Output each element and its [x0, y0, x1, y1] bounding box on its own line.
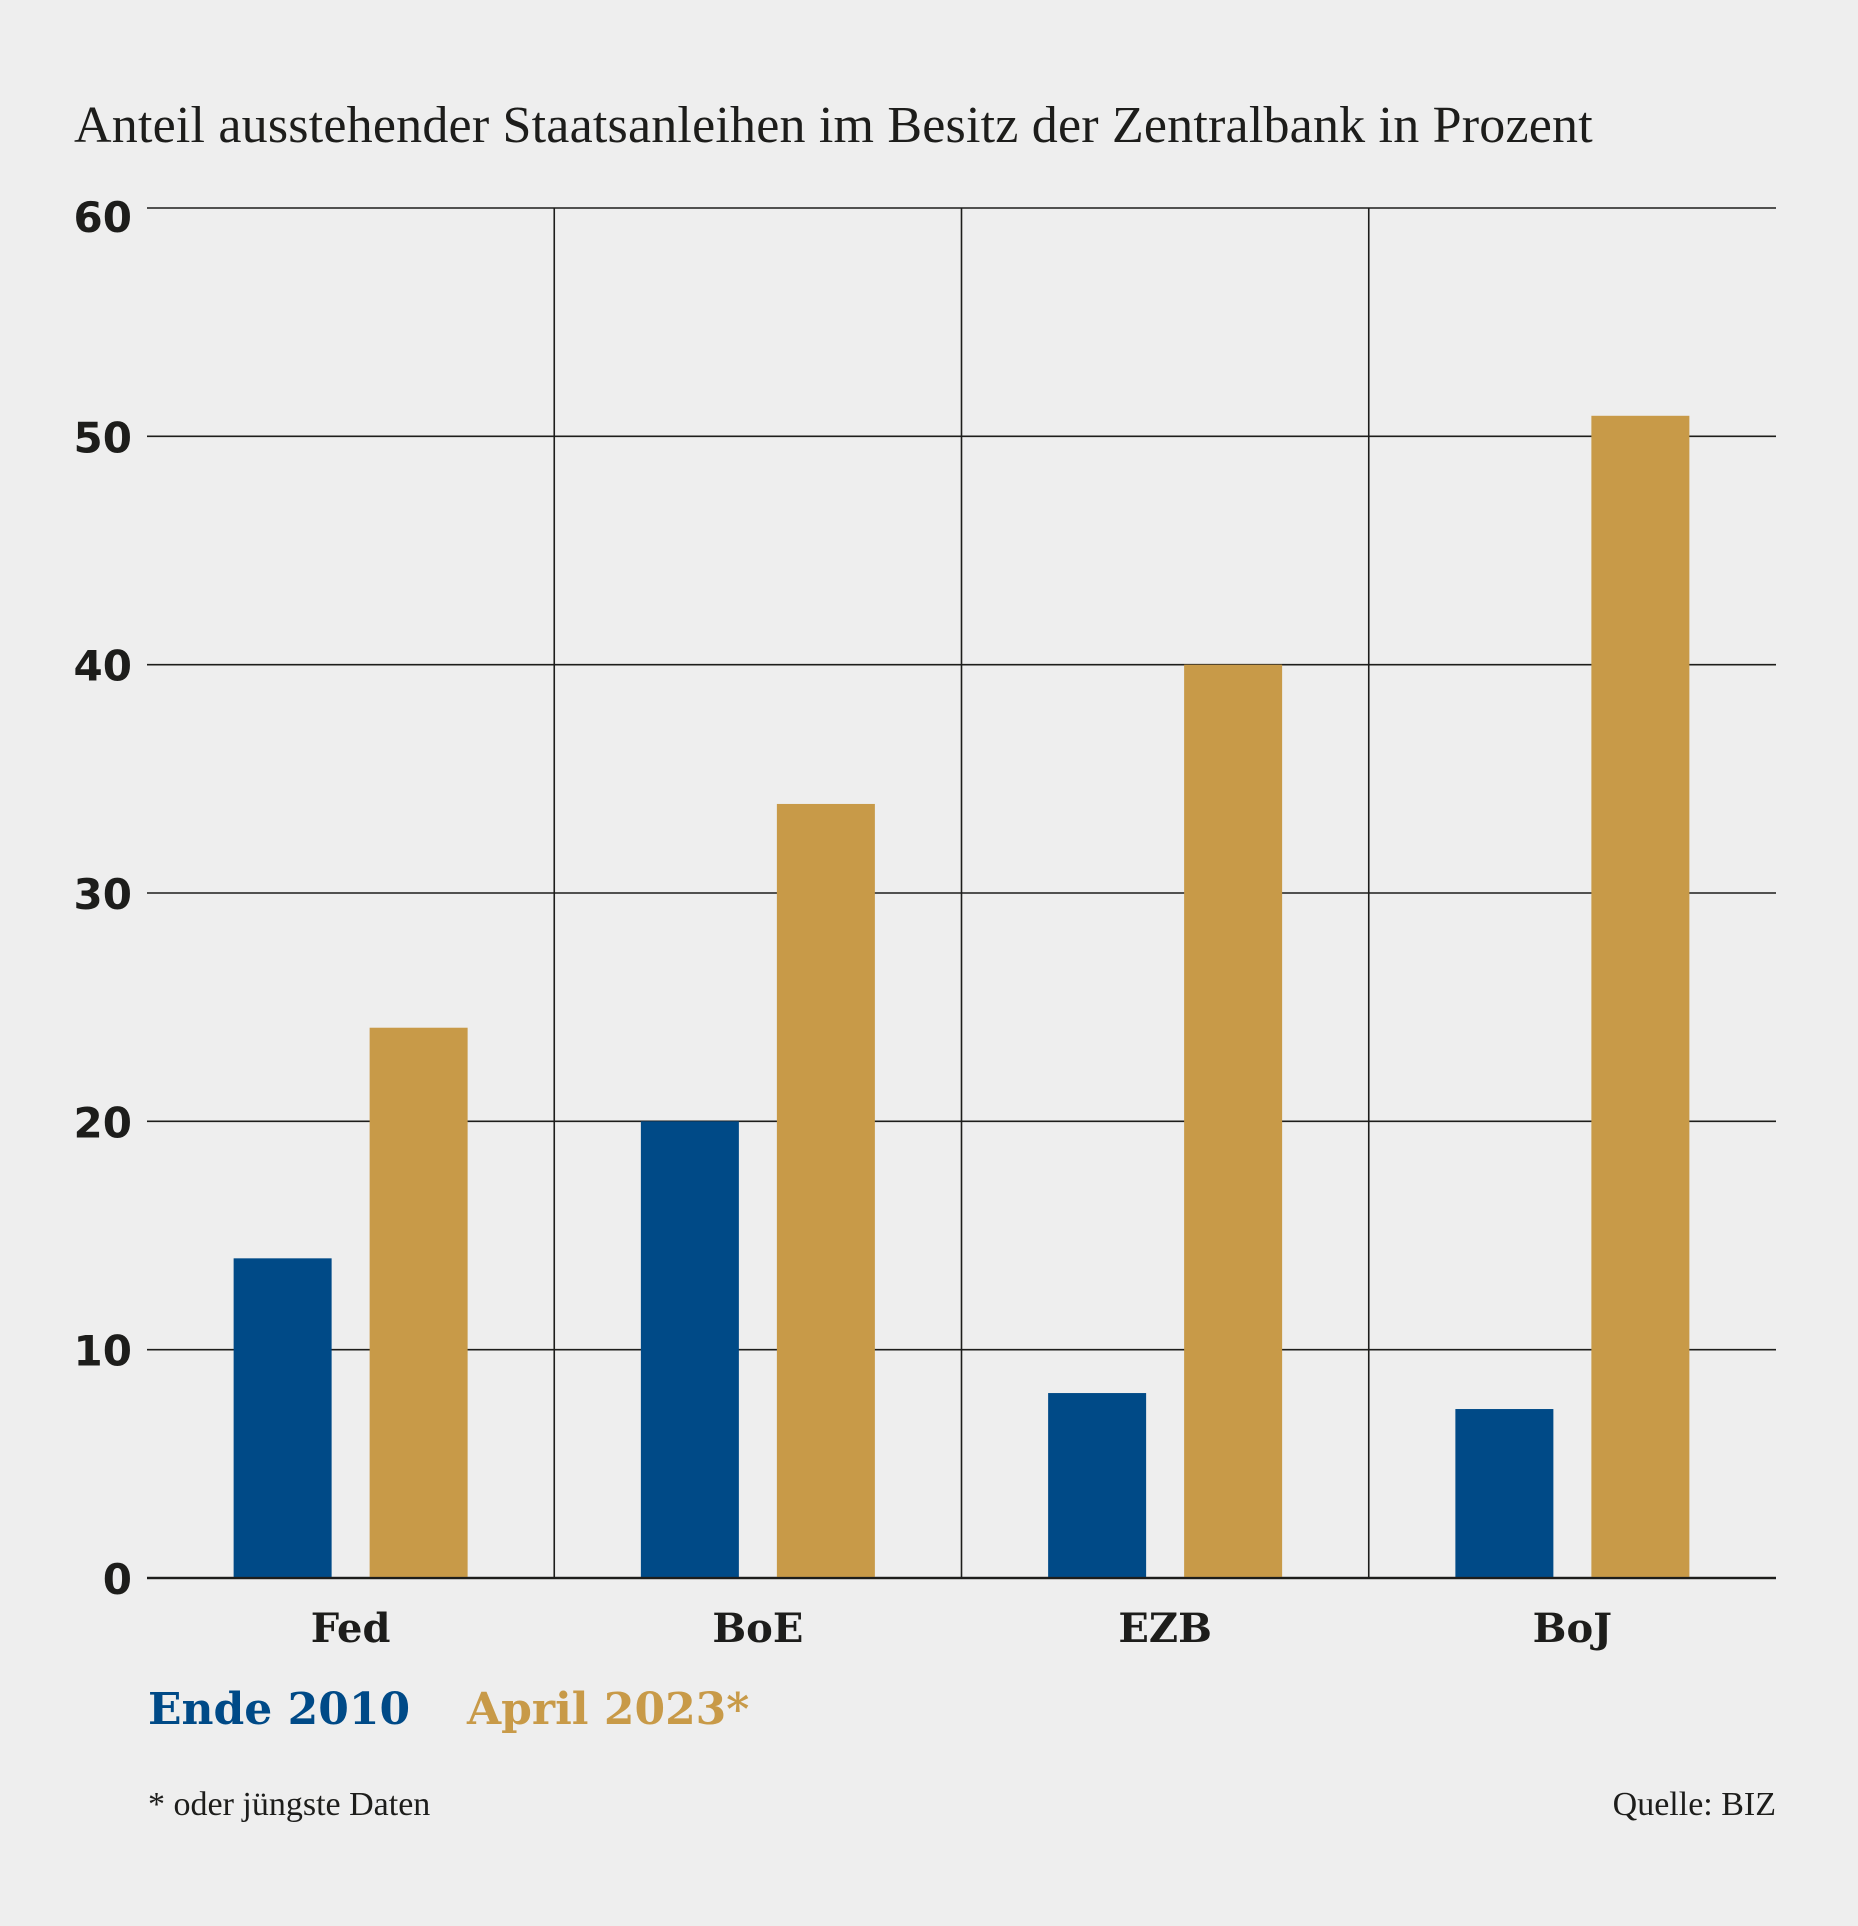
chart-title: Anteil ausstehender Staatsanleihen im Be… [74, 97, 1593, 154]
bar-ezb-april-2023 [1184, 664, 1283, 1578]
bars [147, 415, 1776, 1580]
x-tick-label-ezb: EZB [1118, 1605, 1212, 1652]
legend-item-april-2023: April 2023* [467, 1684, 750, 1735]
legend-item-ende-2010: Ende 2010 [148, 1684, 411, 1735]
y-tick-label-0: 0 [103, 1555, 132, 1604]
y-tick-label-30: 30 [74, 870, 132, 919]
x-tick-label-boe: BoE [712, 1605, 803, 1652]
bar-ezb-ende-2010 [1048, 1393, 1147, 1578]
x-tick-label-boj: BoJ [1533, 1605, 1612, 1652]
bar-boj-april-2023 [1591, 415, 1690, 1578]
x-tick-label-fed: Fed [311, 1605, 391, 1652]
bar-boj-ende-2010 [1455, 1409, 1554, 1578]
y-tick-label-20: 20 [74, 1098, 132, 1147]
x-axis-ticks: Fed BoE EZB BoJ [311, 1605, 1612, 1652]
bar-boe-ende-2010 [640, 1121, 739, 1578]
y-tick-label-60: 60 [74, 193, 132, 242]
y-axis-ticks: 0 10 20 30 40 50 60 [74, 193, 132, 1604]
bar-boe-april-2023 [776, 803, 875, 1578]
bar-fed-ende-2010 [233, 1258, 332, 1578]
y-tick-label-40: 40 [74, 642, 132, 691]
y-tick-label-10: 10 [74, 1327, 132, 1376]
bar-fed-april-2023 [369, 1027, 468, 1578]
y-tick-label-50: 50 [74, 413, 132, 462]
source-note: Quelle: BIZ [1612, 1786, 1776, 1823]
footnote: * oder jüngste Daten [148, 1786, 431, 1823]
